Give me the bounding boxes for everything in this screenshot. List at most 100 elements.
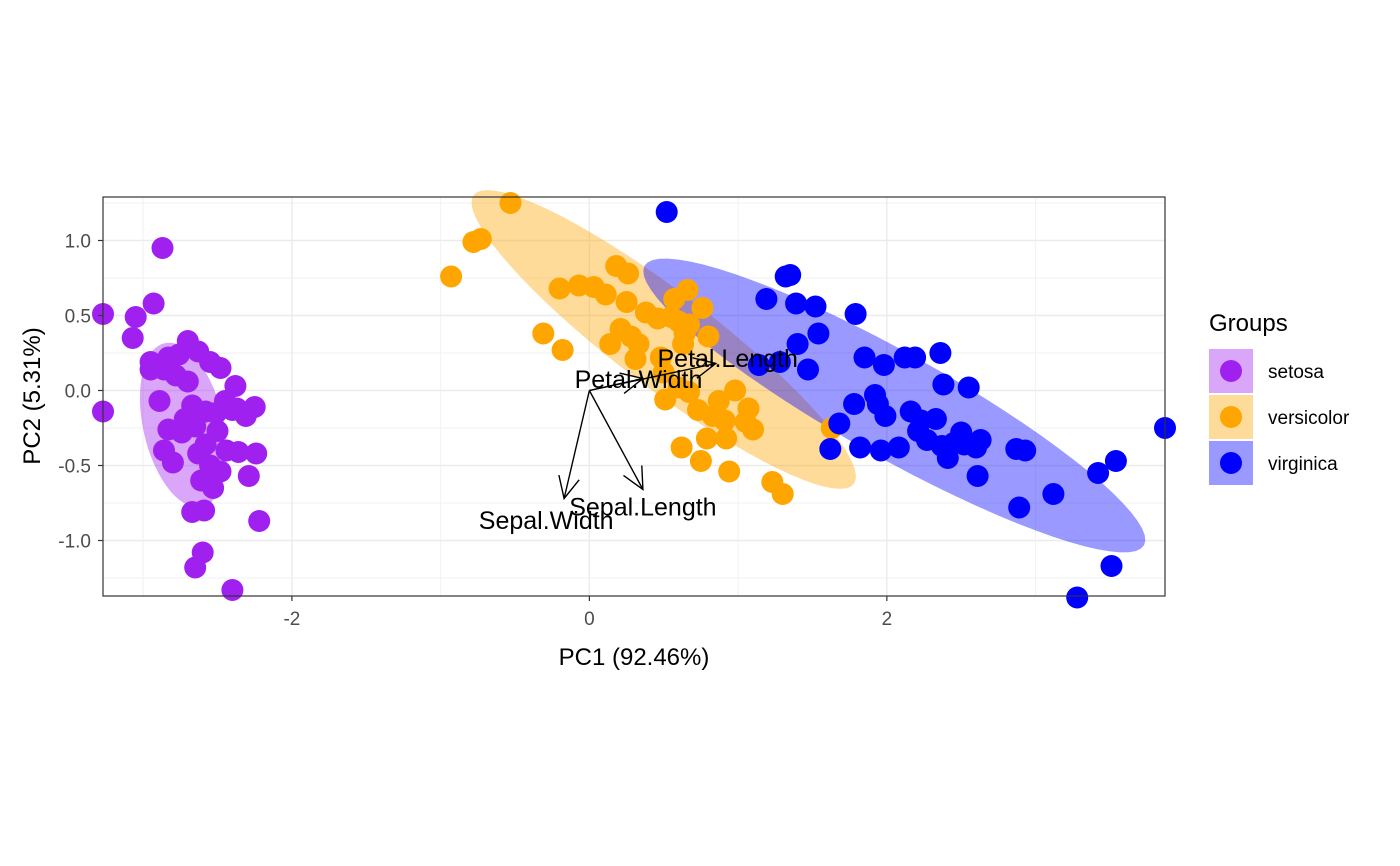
x-axis-ticks: -2 0 2: [283, 596, 892, 630]
point-virginica: [1014, 439, 1037, 462]
point-virginica: [872, 354, 895, 376]
point-versicolor: [678, 381, 700, 403]
point-virginica: [887, 436, 910, 459]
x-tick-label: 0: [584, 609, 595, 630]
point-setosa: [221, 399, 244, 421]
point-setosa: [245, 442, 268, 465]
point-virginica: [1008, 496, 1031, 519]
y-tick-label: 0.0: [65, 382, 91, 403]
ellipse-versicolor: [471, 190, 856, 489]
point-versicolor: [462, 231, 485, 253]
point-virginica: [874, 405, 897, 427]
point-setosa: [221, 579, 244, 601]
y-tick-label: 1.0: [65, 232, 91, 253]
legend-marker-versicolor: [1220, 406, 1242, 428]
point-versicolor: [742, 418, 764, 441]
point-virginica: [804, 295, 827, 318]
point-versicolor: [691, 297, 714, 319]
loading-arrow-Sepal.Length: [588, 390, 644, 490]
legend-label: setosa: [1268, 362, 1324, 383]
point-setosa: [124, 306, 147, 328]
point-versicolor: [615, 291, 638, 313]
y-tick-label: -0.5: [58, 457, 91, 478]
loading-arrowhead-Sepal.Length: [623, 465, 644, 491]
point-virginica: [849, 436, 872, 459]
loading-arrow-Sepal.Width: [563, 390, 591, 499]
point-versicolor: [440, 265, 463, 288]
point-virginica: [932, 373, 955, 396]
point-virginica: [853, 346, 876, 369]
loading-label: Sepal.Length: [569, 494, 716, 522]
legend-label: versicolor: [1268, 408, 1350, 429]
point-versicolor: [617, 262, 640, 285]
point-versicolor: [660, 306, 683, 328]
point-versicolor: [624, 348, 647, 370]
point-setosa: [224, 375, 247, 397]
point-versicolor: [697, 325, 720, 348]
point-virginica: [819, 438, 842, 460]
point-virginica: [779, 264, 802, 286]
point-setosa: [184, 556, 207, 579]
point-virginica: [785, 292, 808, 315]
point-virginica: [957, 376, 980, 399]
point-setosa: [237, 465, 260, 487]
legend-marker-virginica: [1220, 452, 1242, 474]
y-tick-label: 0.5: [65, 307, 91, 328]
point-versicolor: [701, 405, 724, 427]
legend-items: setosa versicolor virginica: [1209, 349, 1350, 485]
point-virginica: [768, 351, 791, 373]
point-virginica: [786, 333, 809, 355]
loading-label: Sepal.Width: [479, 507, 614, 535]
point-virginica: [1066, 586, 1089, 609]
loading-arrowhead-Petal.Width: [619, 372, 645, 394]
point-setosa: [206, 420, 229, 442]
point-virginica: [797, 358, 819, 381]
point-setosa: [173, 408, 196, 430]
legend-title: Groups: [1209, 310, 1288, 337]
point-versicolor: [676, 279, 699, 301]
point-virginica: [966, 465, 989, 487]
point-setosa: [153, 439, 175, 462]
point-versicolor: [532, 322, 555, 345]
point-virginica: [844, 303, 867, 325]
point-virginica: [924, 408, 947, 430]
point-versicolor: [654, 388, 677, 411]
point-versicolor: [678, 313, 700, 336]
point-setosa: [151, 237, 174, 259]
point-versicolor: [551, 339, 574, 361]
point-versicolor: [548, 277, 571, 300]
point-versicolor: [695, 427, 718, 450]
y-axis-title: PC2 (5.31%): [19, 327, 46, 464]
y-tick-label: -1.0: [58, 532, 91, 553]
point-setosa: [227, 441, 250, 463]
point-setosa: [209, 357, 232, 379]
point-setosa: [187, 442, 210, 465]
loading-arrowhead-Petal.Length: [692, 357, 718, 379]
point-virginica: [755, 288, 778, 310]
point-versicolor: [499, 192, 522, 214]
point-virginica: [950, 421, 973, 444]
loading-arrowhead-Sepal.Width: [558, 474, 580, 501]
point-virginica: [807, 322, 830, 345]
point-versicolor: [594, 283, 617, 306]
y-axis-ticks: -1.0 -0.5 0.0 0.5 1.0: [58, 232, 103, 553]
point-setosa: [181, 501, 204, 523]
point-virginica: [869, 439, 892, 462]
point-setosa: [209, 460, 232, 483]
point-virginica: [1104, 450, 1127, 472]
point-setosa: [202, 477, 225, 499]
point-versicolor: [652, 361, 675, 384]
data-points: [92, 192, 1176, 609]
legend-label: virginica: [1268, 454, 1338, 475]
point-virginica: [936, 447, 959, 469]
point-versicolor: [672, 333, 695, 355]
point-versicolor: [689, 450, 712, 472]
point-setosa: [148, 390, 171, 412]
point-versicolor: [718, 460, 741, 483]
loading-arrow-Petal.Width: [589, 377, 644, 392]
point-setosa: [176, 370, 199, 393]
point-setosa: [248, 510, 271, 532]
point-virginica: [904, 346, 927, 369]
